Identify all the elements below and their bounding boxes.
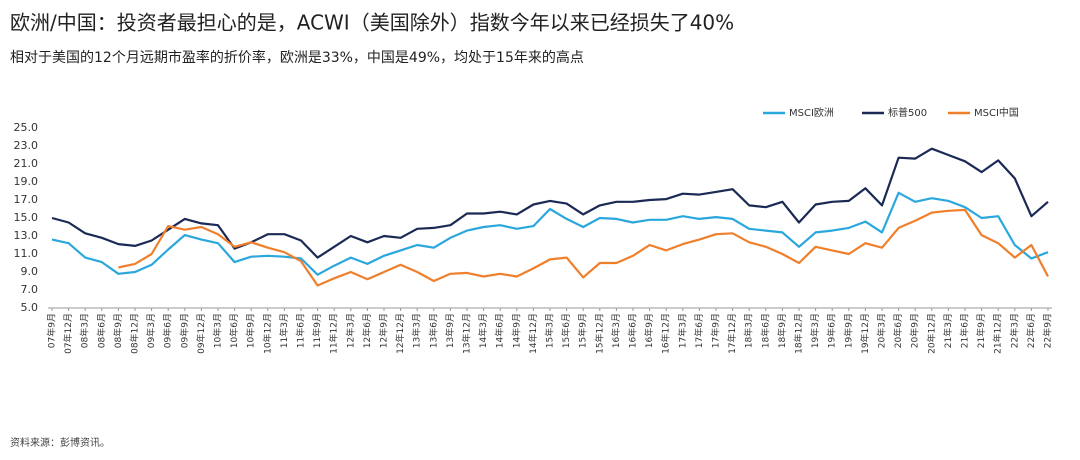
x-tick-label: 08年3月 bbox=[79, 313, 91, 348]
x-tick-label: 08年6月 bbox=[95, 313, 107, 348]
x-tick-label: 07年9月 bbox=[46, 313, 58, 348]
series-line bbox=[118, 208, 1049, 287]
y-tick-label: 13.0 bbox=[14, 229, 39, 242]
x-tick-label: 18年3月 bbox=[743, 313, 755, 348]
x-tick-label: 21年12月 bbox=[992, 313, 1004, 354]
x-tick-label: 08年12月 bbox=[129, 313, 141, 354]
x-tick-label: 14年9月 bbox=[510, 313, 522, 348]
x-tick-label: 17年3月 bbox=[676, 313, 688, 348]
x-tick-label: 18年6月 bbox=[759, 313, 771, 348]
x-tick-label: 10年12月 bbox=[261, 313, 273, 354]
x-tick-label: 21年9月 bbox=[975, 313, 987, 348]
x-tick-label: 11年3月 bbox=[278, 313, 290, 348]
x-tick-label: 07年12月 bbox=[62, 313, 74, 354]
x-tick-label: 18年12月 bbox=[793, 313, 805, 354]
series-line bbox=[51, 191, 1049, 276]
source-note: 资料来源：彭博资讯。 bbox=[10, 436, 110, 449]
x-tick-label: 12年3月 bbox=[344, 313, 356, 348]
x-tick-label: 14年12月 bbox=[527, 313, 539, 354]
x-tick-label: 21年6月 bbox=[959, 313, 971, 348]
x-tick-label: 19年3月 bbox=[809, 313, 821, 348]
x-tick-label: 13年9月 bbox=[444, 313, 456, 348]
y-tick-label: 21.0 bbox=[14, 157, 39, 170]
y-tick-label: 7.0 bbox=[21, 283, 39, 296]
x-tick-label: 13年12月 bbox=[461, 313, 473, 354]
x-tick-label: 16年12月 bbox=[660, 313, 672, 354]
x-tick-label: 10年3月 bbox=[212, 313, 224, 348]
x-tick-label: 19年6月 bbox=[826, 313, 838, 348]
x-tick-label: 10年6月 bbox=[228, 313, 240, 348]
x-tick-label: 22年9月 bbox=[1042, 313, 1054, 348]
x-tick-label: 15年12月 bbox=[593, 313, 605, 354]
chart-subtitle: 相对于美国的12个月远期市盈率的折价率，欧洲是33%，中国是49%，均处于15年… bbox=[10, 49, 584, 66]
y-tick-label: 19.0 bbox=[14, 175, 39, 188]
x-tick-label: 18年9月 bbox=[776, 313, 788, 348]
x-tick-label: 17年9月 bbox=[710, 313, 722, 348]
y-tick-label: 17.0 bbox=[14, 193, 39, 206]
legend-label: MSCI欧洲 bbox=[789, 107, 834, 119]
x-tick-label: 08年9月 bbox=[112, 313, 124, 348]
x-tick-label: 09年12月 bbox=[195, 313, 207, 354]
x-tick-label: 17年6月 bbox=[693, 313, 705, 348]
x-tick-label: 12年12月 bbox=[394, 313, 406, 354]
x-tick-label: 19年12月 bbox=[859, 313, 871, 354]
x-tick-label: 14年3月 bbox=[477, 313, 489, 348]
y-tick-label: 11.0 bbox=[14, 247, 39, 260]
x-tick-label: 15年9月 bbox=[577, 313, 589, 348]
x-tick-label: 12年6月 bbox=[361, 313, 373, 348]
x-tick-label: 09年6月 bbox=[162, 313, 174, 348]
x-tick-label: 15年6月 bbox=[560, 313, 572, 348]
y-tick-label: 23.0 bbox=[14, 139, 39, 152]
series-line bbox=[51, 147, 1049, 259]
x-tick-label: 13年3月 bbox=[411, 313, 423, 348]
x-tick-label: 20年6月 bbox=[892, 313, 904, 348]
x-tick-label: 09年9月 bbox=[178, 313, 190, 348]
legend-label: 标普500 bbox=[888, 106, 927, 119]
x-tick-label: 22年6月 bbox=[1025, 313, 1037, 348]
x-tick-label: 22年3月 bbox=[1008, 313, 1020, 348]
x-tick-label: 09年3月 bbox=[145, 313, 157, 348]
x-tick-label: 12年9月 bbox=[378, 313, 390, 348]
x-tick-label: 16年6月 bbox=[627, 313, 639, 348]
x-tick-label: 16年9月 bbox=[643, 313, 655, 348]
y-tick-label: 9.0 bbox=[21, 265, 39, 278]
x-tick-label: 14年6月 bbox=[494, 313, 506, 348]
x-tick-label: 21年3月 bbox=[942, 313, 954, 348]
y-tick-label: 25.0 bbox=[14, 121, 39, 134]
legend-label: MSCI中国 bbox=[974, 106, 1019, 119]
x-tick-label: 10年9月 bbox=[245, 313, 257, 348]
x-tick-label: 13年6月 bbox=[427, 313, 439, 348]
y-tick-label: 5.0 bbox=[21, 301, 39, 314]
y-tick-label: 15.0 bbox=[14, 211, 39, 224]
x-tick-label: 11年6月 bbox=[295, 313, 307, 348]
x-tick-label: 15年3月 bbox=[544, 313, 556, 348]
x-tick-label: 20年12月 bbox=[925, 313, 937, 354]
x-tick-label: 16年3月 bbox=[610, 313, 622, 348]
x-tick-label: 11年12月 bbox=[328, 313, 340, 354]
x-tick-label: 11年9月 bbox=[311, 313, 323, 348]
chart-title: 欧洲/中国：投资者最担心的是，ACWI（美国除外）指数今年以来已经损失了40% bbox=[10, 11, 734, 35]
x-tick-label: 17年12月 bbox=[726, 313, 738, 354]
x-tick-label: 19年9月 bbox=[842, 313, 854, 348]
x-tick-label: 20年9月 bbox=[909, 313, 921, 348]
x-tick-label: 20年3月 bbox=[876, 313, 888, 348]
